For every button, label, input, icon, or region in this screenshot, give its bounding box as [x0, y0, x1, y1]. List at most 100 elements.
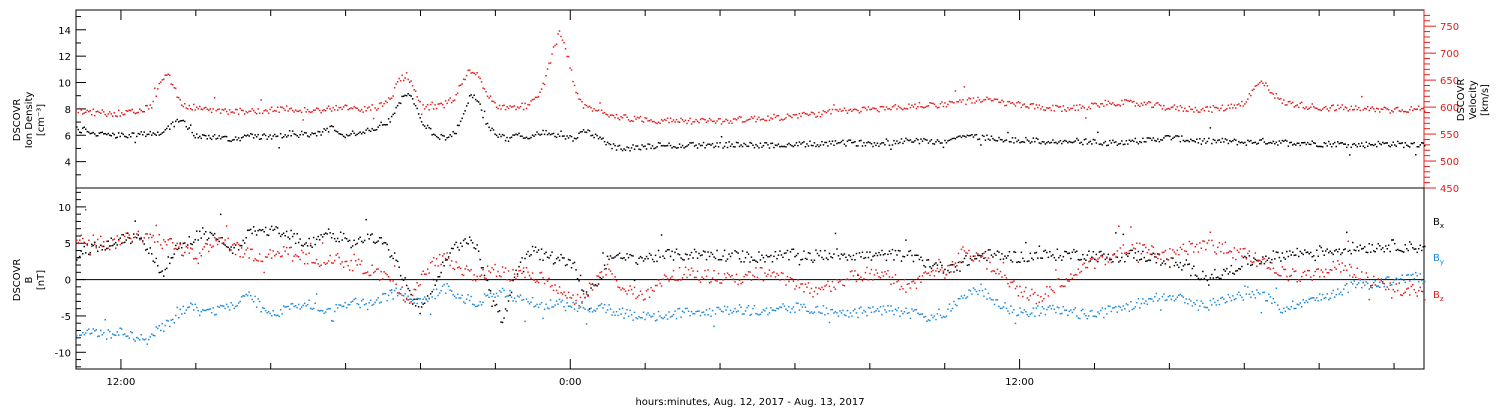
data-point — [1380, 143, 1382, 146]
data-point — [483, 277, 486, 279]
data-point — [92, 244, 94, 247]
data-point — [632, 293, 634, 295]
data-point — [917, 312, 919, 314]
data-point — [77, 337, 79, 339]
data-point — [849, 139, 852, 141]
data-point — [605, 143, 607, 146]
data-point — [1260, 261, 1263, 263]
data-point — [911, 281, 913, 283]
data-point — [1413, 108, 1415, 110]
data-point — [149, 130, 151, 133]
data-point — [897, 142, 900, 145]
data-point — [746, 306, 748, 309]
data-point — [1085, 266, 1087, 269]
data-point — [825, 141, 828, 144]
data-point — [957, 252, 960, 255]
data-point — [870, 259, 873, 261]
data-point — [804, 257, 807, 260]
data-point — [392, 298, 394, 300]
data-point — [1322, 250, 1324, 252]
data-point — [440, 133, 442, 136]
data-point — [190, 302, 192, 304]
data-point — [456, 124, 459, 127]
data-point — [1274, 272, 1276, 274]
data-point — [657, 310, 660, 313]
data-point — [726, 306, 729, 308]
data-point — [905, 239, 907, 241]
data-point — [989, 261, 991, 264]
data-point — [1271, 92, 1273, 94]
data-point — [653, 260, 655, 263]
data-point — [330, 319, 333, 322]
data-point — [327, 228, 330, 230]
data-point — [110, 337, 112, 339]
data-point — [800, 303, 802, 306]
data-point — [360, 260, 363, 262]
data-point — [965, 103, 967, 106]
data-point — [98, 132, 100, 134]
data-point — [1119, 306, 1122, 309]
data-point — [1415, 248, 1417, 250]
data-point — [131, 108, 133, 111]
data-point — [251, 133, 253, 136]
data-point — [1332, 289, 1334, 292]
data-point — [426, 300, 429, 302]
data-point — [527, 250, 529, 253]
data-point — [169, 238, 171, 240]
data-point — [902, 108, 904, 111]
data-point — [110, 237, 112, 239]
data-point — [170, 83, 172, 85]
data-point — [336, 307, 339, 309]
data-point — [978, 138, 981, 140]
data-point — [1410, 285, 1412, 288]
data-point — [1337, 141, 1339, 143]
data-point — [695, 118, 697, 121]
data-point — [106, 133, 108, 136]
data-point — [887, 305, 889, 307]
data-point — [602, 252, 604, 254]
data-point — [270, 138, 273, 140]
data-point — [1364, 107, 1366, 109]
data-point — [155, 95, 157, 97]
data-point — [585, 131, 588, 134]
data-point — [95, 135, 97, 137]
data-point — [920, 106, 922, 108]
data-point — [371, 127, 373, 130]
data-point — [133, 132, 135, 134]
data-point — [942, 272, 945, 274]
data-point — [1229, 250, 1231, 252]
data-point — [359, 263, 361, 266]
data-point — [237, 113, 240, 115]
data-point — [875, 310, 877, 312]
data-point — [990, 254, 993, 256]
data-point — [744, 120, 747, 123]
data-point — [79, 131, 81, 133]
data-point — [1313, 106, 1315, 108]
data-point — [437, 276, 439, 278]
data-point — [197, 137, 199, 139]
data-point — [200, 310, 202, 313]
data-point — [1127, 143, 1129, 145]
data-point — [1082, 105, 1084, 107]
data-point — [278, 252, 280, 254]
data-point — [89, 110, 91, 112]
data-point — [869, 307, 871, 309]
data-point — [963, 257, 966, 260]
data-point — [281, 255, 283, 257]
data-point — [707, 143, 709, 145]
data-point — [1148, 259, 1150, 261]
data-point — [515, 278, 517, 280]
data-point — [783, 278, 786, 281]
data-point — [1221, 296, 1224, 299]
data-point — [443, 253, 445, 255]
data-point — [788, 280, 790, 283]
data-point — [1154, 139, 1156, 142]
data-point — [1239, 105, 1242, 107]
data-point — [822, 305, 825, 307]
data-point — [806, 113, 808, 115]
data-point — [267, 112, 270, 114]
data-point — [671, 315, 673, 317]
data-point — [1338, 293, 1340, 295]
data-point — [656, 146, 658, 148]
data-point — [1175, 298, 1177, 300]
